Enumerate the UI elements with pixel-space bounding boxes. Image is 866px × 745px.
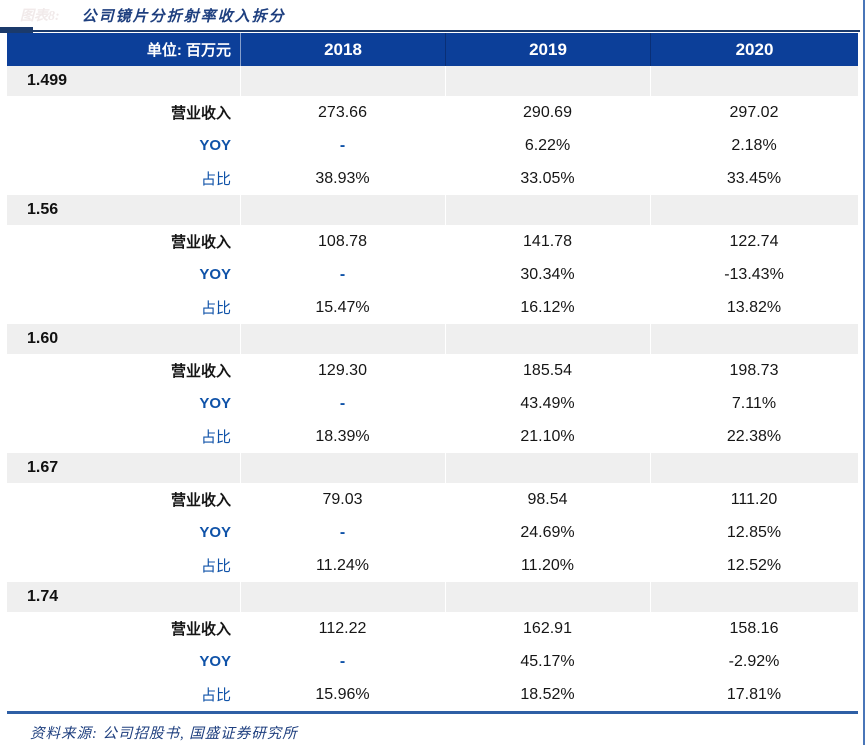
row-label-revenue: 营业收入: [7, 225, 240, 258]
yoy-value: 30.34%: [445, 258, 650, 291]
share-value: 17.81%: [650, 678, 858, 711]
revenue-table: 单位: 百万元 2018 2019 2020 1.499 营业收入 273.66…: [7, 33, 858, 711]
group-band-filler: [650, 582, 858, 612]
group-band-filler: [240, 66, 445, 96]
row-label-share: 占比: [7, 162, 240, 195]
row-label-revenue: 营业收入: [7, 354, 240, 387]
share-value: 16.12%: [445, 291, 650, 324]
row-label-share: 占比: [7, 549, 240, 582]
group-band-filler: [240, 453, 445, 483]
row-label-share: 占比: [7, 678, 240, 711]
revenue-value: 290.69: [445, 96, 650, 129]
revenue-value: 273.66: [240, 96, 445, 129]
unit-header-cell: 单位: 百万元: [7, 33, 240, 66]
figure-title: 公司镜片分折射率收入拆分: [81, 8, 286, 25]
group-band-filler: [445, 582, 650, 612]
title-divider: [0, 27, 860, 33]
group-band-filler: [650, 195, 858, 225]
revenue-value: 98.54: [445, 483, 650, 516]
figure-title-row: 图表8: 公司镜片分折射率收入拆分: [0, 0, 866, 30]
revenue-value: 111.20: [650, 483, 858, 516]
row-label-revenue: 营业收入: [7, 483, 240, 516]
revenue-value: 129.30: [240, 354, 445, 387]
row-label-yoy: YOY: [7, 387, 240, 420]
group-band-filler: [240, 582, 445, 612]
figure-number-label: 图表8:: [20, 9, 60, 24]
group-index-label: 1.499: [7, 66, 240, 96]
revenue-value: 158.16: [650, 612, 858, 645]
revenue-value: 79.03: [240, 483, 445, 516]
row-label-yoy: YOY: [7, 516, 240, 549]
revenue-value: 297.02: [650, 96, 858, 129]
share-value: 13.82%: [650, 291, 858, 324]
group-band-filler: [240, 195, 445, 225]
revenue-value: 141.78: [445, 225, 650, 258]
row-label-revenue: 营业收入: [7, 96, 240, 129]
year-header-2018: 2018: [240, 33, 445, 66]
group-band-filler: [445, 453, 650, 483]
share-value: 18.52%: [445, 678, 650, 711]
yoy-value: 6.22%: [445, 129, 650, 162]
row-label-yoy: YOY: [7, 129, 240, 162]
group-band-filler: [445, 324, 650, 354]
yoy-value: -13.43%: [650, 258, 858, 291]
yoy-value: -: [240, 129, 445, 162]
yoy-value: 12.85%: [650, 516, 858, 549]
revenue-value: 112.22: [240, 612, 445, 645]
share-value: 11.20%: [445, 549, 650, 582]
group-band-filler: [240, 324, 445, 354]
group-index-label: 1.56: [7, 195, 240, 225]
revenue-value: 122.74: [650, 225, 858, 258]
yoy-value: -: [240, 645, 445, 678]
share-value: 11.24%: [240, 549, 445, 582]
group-index-label: 1.60: [7, 324, 240, 354]
share-value: 18.39%: [240, 420, 445, 453]
yoy-value: -: [240, 387, 445, 420]
share-value: 15.47%: [240, 291, 445, 324]
share-value: 38.93%: [240, 162, 445, 195]
revenue-value: 108.78: [240, 225, 445, 258]
revenue-value: 185.54: [445, 354, 650, 387]
year-header-2020: 2020: [650, 33, 858, 66]
yoy-value: 45.17%: [445, 645, 650, 678]
source-note: 资料来源: 公司招股书, 国盛证券研究所: [30, 726, 298, 742]
row-label-share: 占比: [7, 420, 240, 453]
yoy-value: 24.69%: [445, 516, 650, 549]
row-label-share: 占比: [7, 291, 240, 324]
yoy-value: 7.11%: [650, 387, 858, 420]
group-index-label: 1.74: [7, 582, 240, 612]
title-divider-cap: [0, 27, 33, 33]
group-band-filler: [650, 453, 858, 483]
yoy-value: -: [240, 516, 445, 549]
share-value: 33.05%: [445, 162, 650, 195]
share-value: 33.45%: [650, 162, 858, 195]
group-index-label: 1.67: [7, 453, 240, 483]
group-band-filler: [650, 66, 858, 96]
share-value: 15.96%: [240, 678, 445, 711]
yoy-value: 43.49%: [445, 387, 650, 420]
row-label-yoy: YOY: [7, 645, 240, 678]
share-value: 12.52%: [650, 549, 858, 582]
revenue-value: 162.91: [445, 612, 650, 645]
revenue-value: 198.73: [650, 354, 858, 387]
page-right-border: [863, 0, 865, 745]
row-label-revenue: 营业收入: [7, 612, 240, 645]
yoy-value: -2.92%: [650, 645, 858, 678]
year-header-2019: 2019: [445, 33, 650, 66]
share-value: 21.10%: [445, 420, 650, 453]
row-label-yoy: YOY: [7, 258, 240, 291]
yoy-value: 2.18%: [650, 129, 858, 162]
share-value: 22.38%: [650, 420, 858, 453]
group-band-filler: [445, 195, 650, 225]
table-bottom-divider: [7, 711, 858, 714]
group-band-filler: [650, 324, 858, 354]
yoy-value: -: [240, 258, 445, 291]
group-band-filler: [445, 66, 650, 96]
